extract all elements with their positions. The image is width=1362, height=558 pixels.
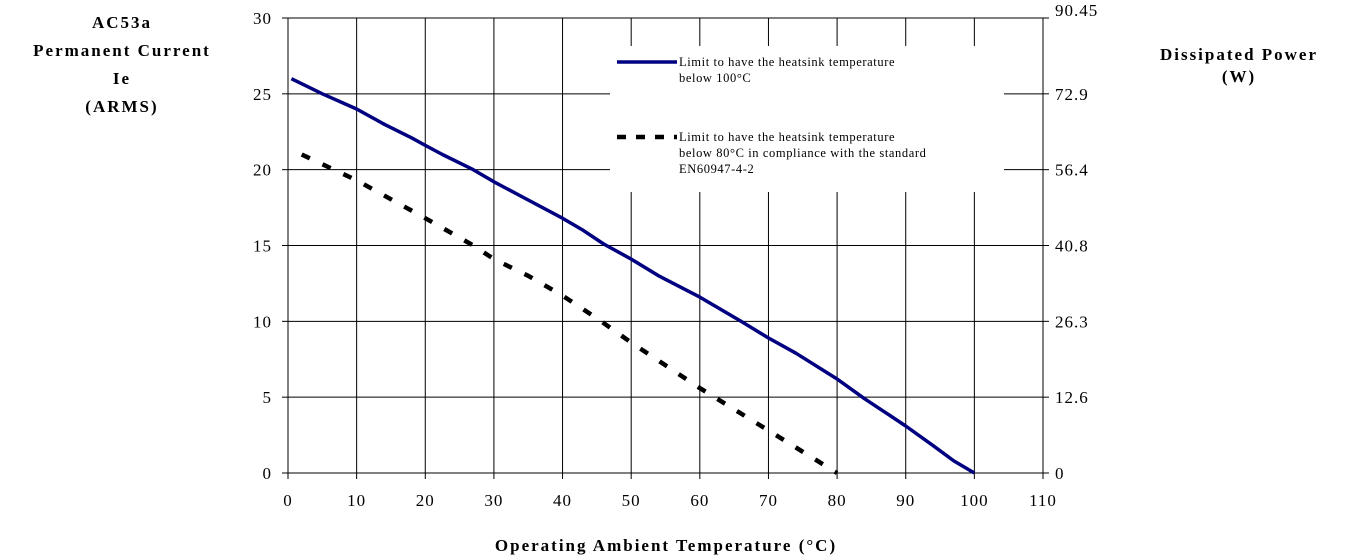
x-tick-label: 90 [896,491,915,510]
x-tick-label: 70 [759,491,778,510]
x-tick-label: 110 [1029,491,1057,510]
y2-tick-label: 40.8 [1055,237,1089,256]
y2-axis-title-line: Dissipated Power [1160,45,1318,64]
x-tick-label: 60 [690,491,709,510]
x-tick-label: 40 [553,491,572,510]
y2-tick-label: 0 [1055,464,1065,483]
legend-label-1: below 100°C [679,71,751,85]
legend-label-1: Limit to have the heatsink temperature [679,55,895,69]
legend-label-2: EN60947-4-2 [679,162,754,176]
legend: Limit to have the heatsink temperature be… [610,46,1004,192]
x-axis-title: Operating Ambient Temperature (°C) [495,536,837,555]
y-tick-label: 5 [263,388,273,407]
y2-tick-label: 72.9 [1055,85,1089,104]
legend-label-2: below 80°C in compliance with the standa… [679,146,927,160]
y2-tick-label: 90.45 [1055,1,1098,20]
y-axis-title-line: Ie [113,69,131,88]
x-tick-label: 20 [416,491,435,510]
axis-titles: Operating Ambient Temperature (°C) AC53a P… [33,13,1318,555]
y2-axis-title-line: (W) [1222,67,1256,86]
y-axis-title-line: AC53a [92,13,152,32]
x-tick-label: 30 [484,491,503,510]
legend-label-2: Limit to have the heatsink temperature [679,130,895,144]
y2-tick-label: 12.6 [1055,388,1089,407]
legend-box [610,46,1004,192]
y-tick-label: 30 [253,9,272,28]
y2-tick-label: 56.4 [1055,161,1089,180]
y-tick-label: 15 [253,237,272,256]
series-line-1 [290,77,976,475]
x-tick-label: 50 [622,491,641,510]
x-tick-label: 80 [828,491,847,510]
y-tick-label: 25 [253,85,272,104]
tick-labels: 0 5 10 15 20 25 30 0 12.6 26.3 40.8 56.4 72.9 90.45 0 1… [253,1,1098,510]
axes [282,17,1049,479]
y-tick-label: 20 [253,161,272,180]
x-tick-label: 0 [283,491,293,510]
y-axis-title-line: (ARMS) [85,97,158,116]
x-tick-label: 100 [960,491,989,510]
y-tick-label: 10 [253,312,272,331]
x-tick-label: 10 [347,491,366,510]
series-line-2 [300,152,839,475]
series-group [290,77,976,475]
y2-tick-label: 26.3 [1055,312,1089,331]
y-tick-label: 0 [263,464,273,483]
y-axis-title-line: Permanent Current [33,41,211,60]
